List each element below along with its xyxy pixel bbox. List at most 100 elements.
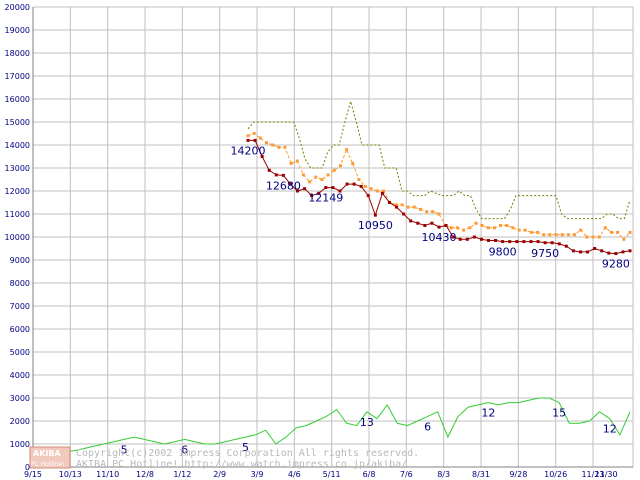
data-label: 6 xyxy=(181,443,188,456)
data-marker xyxy=(505,224,509,227)
data-marker xyxy=(252,132,256,135)
data-marker xyxy=(437,212,441,216)
series-group xyxy=(32,99,632,461)
y-tick-label: 6000 xyxy=(10,325,30,334)
y-axis: 0 1000 2000 3000 4000 5000 6000 7000 8000 9000 100… xyxy=(5,3,30,472)
data-marker xyxy=(394,203,398,207)
x-tick-label: 3/9 xyxy=(251,470,264,479)
data-marker xyxy=(260,155,264,158)
data-marker xyxy=(295,159,299,163)
data-marker xyxy=(597,235,601,239)
data-marker xyxy=(628,230,632,234)
data-marker xyxy=(246,134,250,138)
data-label: 5 xyxy=(121,443,128,456)
data-marker xyxy=(431,210,435,214)
data-marker xyxy=(359,184,363,188)
data-marker xyxy=(487,238,491,242)
watermark-logo-bottom: PC Hotline! xyxy=(31,461,64,468)
x-tick-label: 1/12 xyxy=(173,470,191,479)
data-marker xyxy=(288,182,292,186)
data-marker xyxy=(246,138,250,142)
data-marker xyxy=(326,173,330,177)
data-label: 5 xyxy=(242,441,249,454)
data-marker xyxy=(529,240,533,244)
data-marker xyxy=(274,173,278,177)
data-marker xyxy=(338,189,342,193)
y-tick-label: 18000 xyxy=(5,49,30,58)
data-marker xyxy=(474,221,478,225)
data-marker xyxy=(610,230,614,234)
data-marker xyxy=(406,205,410,209)
data-marker xyxy=(314,175,318,179)
data-marker xyxy=(468,226,472,230)
data-marker xyxy=(351,161,355,165)
data-label: 9750 xyxy=(531,247,559,260)
data-marker xyxy=(416,221,420,225)
data-marker xyxy=(308,180,312,184)
y-tick-label: 0 xyxy=(25,463,30,472)
data-label: 12 xyxy=(603,423,617,436)
data-marker xyxy=(412,205,416,209)
data-marker xyxy=(591,235,595,239)
y-tick-label: 14000 xyxy=(5,141,30,150)
data-marker xyxy=(310,194,314,198)
data-marker xyxy=(529,230,533,234)
data-marker xyxy=(324,186,328,190)
data-marker xyxy=(536,230,540,234)
x-tick-label: 8/31 xyxy=(472,470,490,479)
data-marker xyxy=(332,168,336,172)
data-marker xyxy=(267,168,271,172)
data-label: 14200 xyxy=(231,144,266,157)
y-tick-label: 13000 xyxy=(5,164,30,173)
data-marker xyxy=(338,164,342,168)
watermark-line1: Copyright(c)2002 Impress Corporation All… xyxy=(76,448,419,459)
data-marker xyxy=(423,224,427,227)
x-tick-label: 9/15 xyxy=(24,470,42,479)
x-tick-label: 12/8 xyxy=(136,470,154,479)
data-marker xyxy=(444,224,448,227)
x-tick-label: 8/3 xyxy=(437,470,450,479)
data-marker xyxy=(585,235,589,239)
grid xyxy=(32,6,634,468)
shop-count-line xyxy=(32,397,631,461)
data-marker xyxy=(301,173,305,177)
watermark-line2: AKIBA PC Hotline! http://www.watch.impre… xyxy=(76,459,407,470)
data-marker xyxy=(425,210,429,214)
data-marker xyxy=(564,244,568,248)
data-marker xyxy=(508,240,512,244)
data-marker xyxy=(277,145,281,149)
data-marker xyxy=(465,237,469,241)
data-marker xyxy=(357,178,361,181)
x-tick-label: 10/26 xyxy=(544,470,567,479)
data-marker xyxy=(369,187,373,191)
y-tick-label: 7000 xyxy=(10,302,30,311)
y-tick-label: 16000 xyxy=(5,95,30,104)
data-marker xyxy=(264,141,268,145)
x-tick-label: 11/23 xyxy=(581,470,604,479)
y-tick-label: 9000 xyxy=(10,256,30,265)
data-marker xyxy=(621,250,625,254)
x-tick-label: 9/28 xyxy=(509,470,527,479)
data-marker xyxy=(458,237,462,241)
data-marker xyxy=(501,240,505,244)
data-marker xyxy=(331,186,335,190)
data-marker xyxy=(628,249,632,253)
data-label: 12149 xyxy=(308,192,343,205)
data-marker xyxy=(437,225,441,229)
data-marker xyxy=(375,189,379,193)
data-marker xyxy=(363,184,367,188)
y-tick-label: 10000 xyxy=(5,233,30,242)
data-marker xyxy=(449,226,453,230)
x-tick-label: 11/30 xyxy=(595,470,618,479)
data-marker xyxy=(579,228,583,232)
data-label: 6 xyxy=(424,420,431,433)
y-tick-label: 4000 xyxy=(10,371,30,380)
data-marker xyxy=(373,213,377,217)
data-marker xyxy=(283,145,287,149)
x-tick-label: 11/10 xyxy=(96,470,119,479)
data-marker xyxy=(253,138,257,142)
max-price-line xyxy=(247,99,631,220)
data-marker xyxy=(480,224,484,227)
data-marker xyxy=(317,191,321,195)
